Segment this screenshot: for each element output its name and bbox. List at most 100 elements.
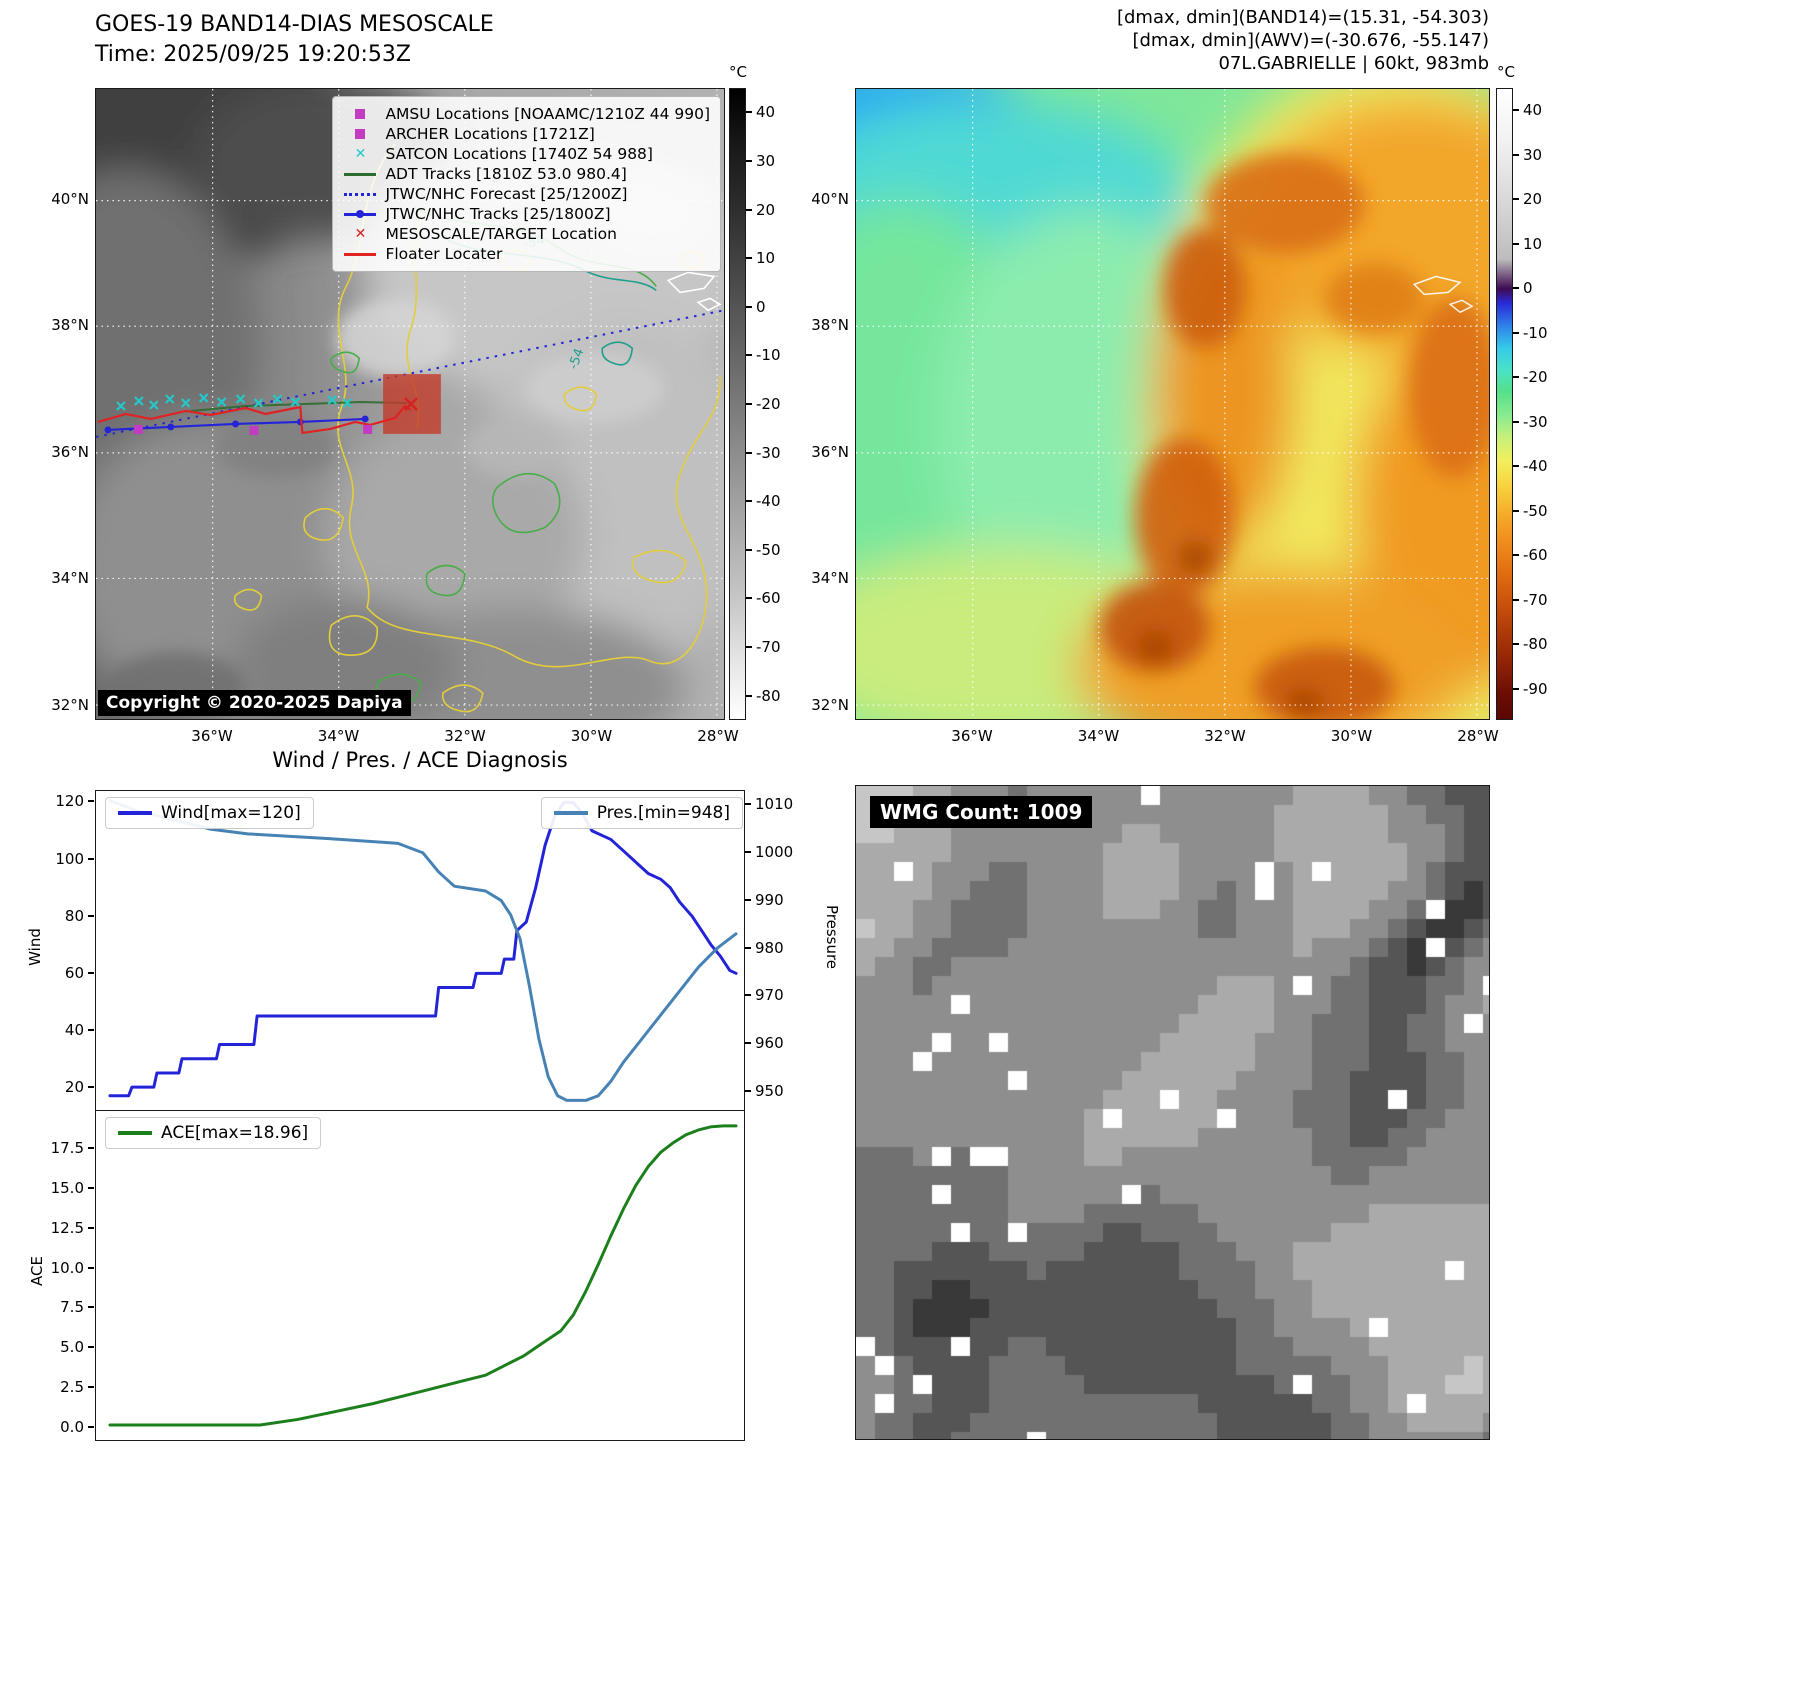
axis-tick-label: 990 [755, 890, 784, 909]
axis-tick [88, 1029, 94, 1031]
enhanced-satellite-map [856, 89, 1489, 719]
colorbar-unit: °C [1497, 63, 1515, 81]
axis-tick [88, 1306, 94, 1309]
colorbar-tick-label: 30 [756, 151, 776, 170]
chart-title: Wind / Pres. / ACE Diagnosis [272, 748, 568, 772]
colorbar-tick [746, 305, 752, 308]
axis-tick-label: 960 [755, 1034, 784, 1053]
colorbar-tick [1513, 198, 1519, 201]
series-wind [108, 800, 738, 1098]
series-ace [108, 1124, 738, 1427]
axis-tick-label: 980 [755, 938, 784, 957]
ir-map-panel: -54 -54 AMSU Locations [NOAAMC/1210Z 44 … [95, 88, 725, 720]
colorbar-tick [746, 597, 752, 600]
colorbar-tick-label: -60 [756, 589, 781, 608]
axis-tick [745, 898, 751, 901]
axis-tick-label: 15.0 [50, 1178, 84, 1197]
wind-line-sample [118, 811, 152, 815]
axis-tick [88, 1147, 94, 1150]
square-marker-icon [355, 129, 366, 139]
lon-tick-label: 36°W [951, 727, 993, 745]
axis-tick [88, 857, 94, 860]
colorbar-tick [746, 403, 752, 405]
legend-marker-square-icon [343, 126, 377, 142]
colorbar-tick [746, 548, 752, 551]
axis-tick [745, 946, 751, 949]
pressure-line-sample [553, 811, 588, 815]
colorbar-tick-label: 40 [756, 103, 776, 122]
colorbar-tick [1513, 109, 1519, 112]
colorbar-tick-label: 0 [1523, 279, 1533, 298]
colorbar-tick [746, 451, 752, 454]
colorbar-tick-label: 20 [756, 200, 776, 219]
lat-tick-label: 38°N [51, 316, 89, 334]
axis-tick-label: 17.5 [50, 1139, 84, 1158]
legend-marker-line-icon [343, 246, 377, 262]
colorbar-tick [746, 694, 752, 697]
colorbar-tick [1513, 643, 1519, 646]
storm-info: 07L.GABRIELLE | 60kt, 983mb [1218, 53, 1489, 74]
legend-label: ARCHER Locations [1721Z] [385, 125, 595, 143]
map-grid [856, 89, 1489, 719]
colorbar-tick [1513, 554, 1519, 557]
lat-tick-label: 38°N [811, 316, 849, 334]
ace-line-sample [118, 1131, 152, 1135]
ace-legend: ACE[max=18.96] [105, 1117, 322, 1149]
jtwc-forecast-track [96, 309, 724, 438]
axis-tick-label: 5.0 [60, 1338, 84, 1357]
copyright-badge: Copyright © 2020-2025 Dapiya [98, 690, 411, 716]
colorbar-tick-label: -50 [1523, 501, 1548, 520]
ace-plot [108, 1124, 738, 1427]
line-marker-icon [344, 172, 377, 176]
legend-label: ADT Tracks [1810Z 53.0 980.4] [385, 165, 627, 183]
colorbar-tick-label: -30 [1523, 412, 1548, 431]
legend-label: SATCON Locations [1740Z 54 988] [385, 145, 653, 163]
contour-white [666, 271, 722, 312]
colorbar-tick-label: 10 [756, 249, 776, 268]
legend-marker-dotted-icon [343, 186, 377, 202]
colorbar-tick [1513, 376, 1519, 379]
axis-tick [745, 1042, 751, 1045]
axis-tick-label: 120 [55, 792, 84, 811]
lon-tick-label: 36°W [191, 727, 233, 745]
dotted-line-marker-icon [344, 192, 377, 196]
axis-tick [88, 914, 94, 917]
axis-tick-label: 2.5 [60, 1377, 84, 1396]
colorbar-tick-label: -40 [756, 492, 781, 511]
axis-tick-label: 970 [755, 986, 784, 1005]
colorbar-tick-label: 40 [1523, 101, 1543, 120]
legend-label: MESOSCALE/TARGET Location [385, 225, 617, 243]
colorbar-tick [1513, 598, 1519, 601]
lat-tick-label: 40°N [811, 190, 849, 208]
axis-tick-label: 1010 [755, 795, 794, 814]
lat-tick-label: 34°N [51, 569, 89, 587]
pressure-legend: Pres.[min=948] [540, 797, 743, 829]
legend-marker-x-icon: ✕ [354, 146, 367, 162]
colorbar-tick-label: -40 [1523, 457, 1548, 476]
colorbar-tick [1513, 153, 1519, 156]
axis-tick-label: 10.0 [50, 1258, 84, 1277]
axis-tick-label: 0.0 [60, 1417, 84, 1436]
adt-track [190, 401, 408, 412]
line-marker-icon [344, 252, 377, 256]
map-legend-item: ✕ SATCON Locations [1740Z 54 988] [343, 144, 710, 164]
colorbar-tick-label: -60 [1523, 546, 1548, 565]
target-x-marker [404, 397, 418, 411]
map-legend-item: Floater Locater [343, 244, 710, 264]
contour-label: -54 [566, 346, 587, 371]
axis-tick-label: 20 [64, 1078, 84, 1097]
lat-tick-label: 40°N [51, 190, 89, 208]
colorbar-tick [746, 208, 752, 211]
amsu-archer-markers [133, 424, 373, 435]
axis-tick [745, 851, 751, 854]
legend-label: Floater Locater [385, 245, 503, 263]
axis-tick-label: 60 [64, 963, 84, 982]
map-legend-item: AMSU Locations [NOAAMC/1210Z 44 990] [343, 104, 710, 124]
wmg-mosaic-canvas [856, 786, 1489, 1439]
convection-detail [1100, 153, 1489, 719]
axis-tick [88, 971, 94, 974]
dot-marker-icon [356, 210, 365, 218]
pressure-axis-label: Pressure [823, 904, 842, 970]
colorbar-tick-label: -50 [756, 540, 781, 559]
